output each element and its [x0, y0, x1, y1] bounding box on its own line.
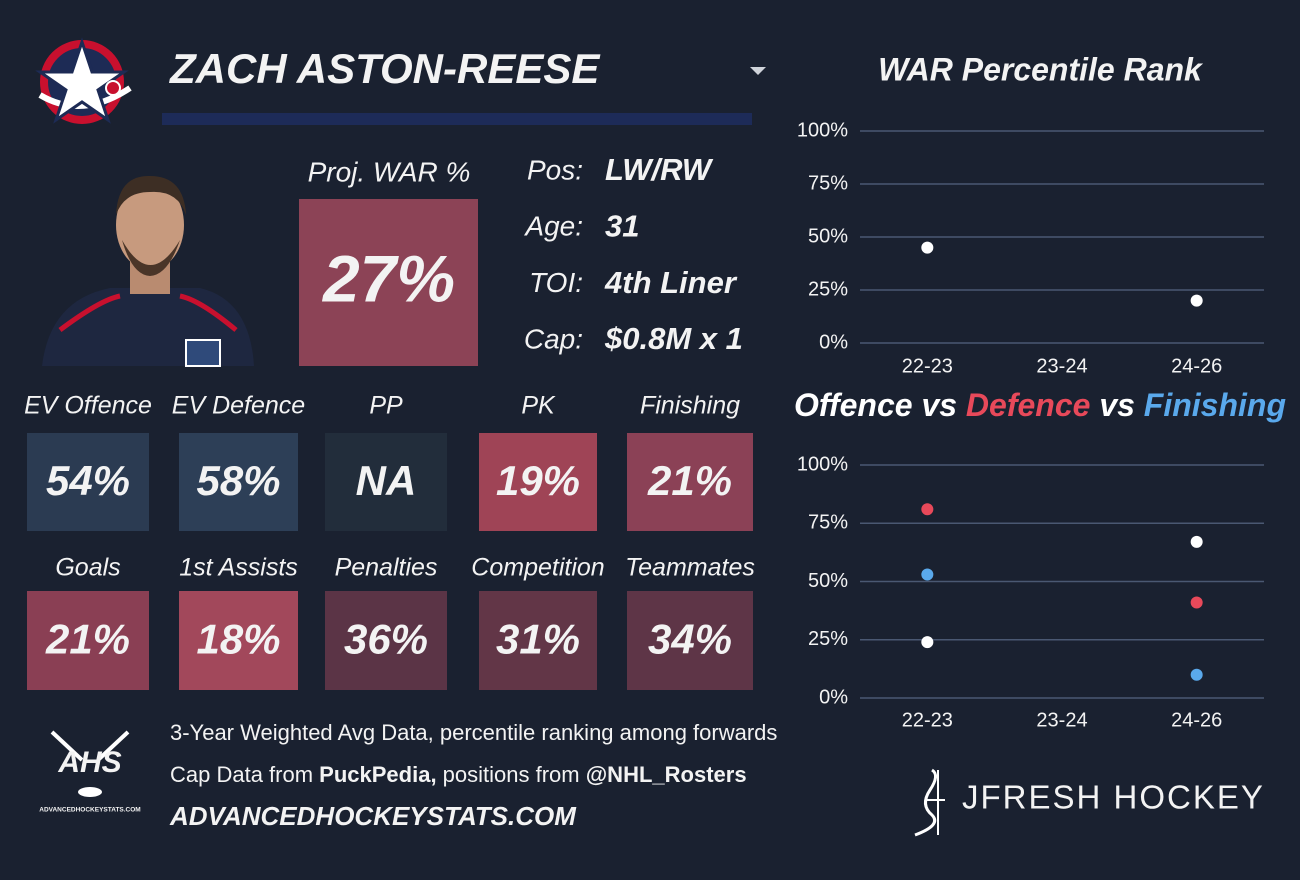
tile-value: 21% [647, 457, 732, 504]
name-underline [162, 113, 752, 125]
tile-box [325, 433, 447, 531]
x-tick-label: 22-23 [902, 709, 953, 731]
tile-box [627, 433, 753, 531]
data-point [1190, 596, 1203, 609]
tile-label: EV Defence [172, 392, 305, 420]
y-tick-label: 25% [808, 278, 848, 300]
title-series: Finishing [1135, 387, 1286, 423]
y-tick-label: 25% [808, 628, 848, 650]
tile-value: 34% [648, 616, 732, 663]
tile-label: Finishing [640, 392, 740, 420]
info-value: 31 [605, 208, 639, 243]
info-label: Pos: [527, 154, 583, 185]
brand-logo [914, 768, 945, 837]
data-point [1190, 668, 1203, 681]
tile-value: 58% [196, 457, 280, 504]
y-tick-label: 0% [819, 331, 848, 353]
title-joiner: vs [921, 387, 957, 423]
x-tick-label: 24-26 [1171, 355, 1222, 377]
chart-title: WAR Percentile Rank [878, 51, 1204, 87]
projection-label: Proj. WAR % [308, 156, 471, 187]
footer-sources: Cap Data from PuckPedia, positions from … [170, 762, 747, 787]
tile-box [27, 433, 149, 531]
y-tick-label: 75% [808, 512, 848, 534]
tile-box [179, 591, 298, 690]
tile-value: 19% [496, 457, 580, 504]
dropdown-arrow[interactable] [750, 67, 766, 75]
tile-value: 54% [46, 457, 130, 504]
title-joiner: vs [1099, 387, 1135, 423]
ahs-logo-small: ADVANCEDHOCKEYSTATS.COM [39, 807, 140, 814]
stat-tiles: EV Offence 54% EV Defence 58% PP NA PK 19% Finis… [24, 392, 755, 690]
tile-label: 1st Assists [179, 554, 298, 582]
tile-label: Competition [471, 554, 604, 582]
info-label: Cap: [524, 323, 583, 354]
tile-value: 36% [344, 616, 428, 663]
info-label: TOI: [529, 267, 583, 298]
y-tick-label: 50% [808, 570, 848, 592]
tile-label: PK [521, 392, 556, 420]
tile-label: PP [369, 392, 403, 420]
info-value: LW/RW [605, 152, 714, 187]
data-point [921, 636, 934, 649]
tile-box [479, 433, 597, 531]
footer-site[interactable]: ADVANCEDHOCKEYSTATS.COM [169, 801, 577, 831]
tile-box [325, 591, 447, 690]
footer-note: 3-Year Weighted Avg Data, percentile ran… [170, 720, 777, 745]
projection-box [299, 199, 478, 366]
tile-value: 31% [496, 616, 580, 663]
title-series: Defence [957, 387, 1099, 423]
tile-box [479, 591, 597, 690]
brand-name: JFRESH HOCKEY [962, 779, 1265, 816]
data-point [921, 568, 934, 581]
cap-source: PuckPedia, [319, 762, 436, 787]
info-value: 4th Liner [604, 265, 738, 300]
x-tick-label: 22-23 [902, 355, 953, 377]
data-point [1190, 535, 1203, 548]
tile-label: Penalties [335, 554, 438, 582]
ahs-logo: AHS ADVANCEDHOCKEYSTATS.COM [39, 730, 141, 814]
pos-source: @NHL_Rosters [586, 762, 747, 787]
title-series: Offence [794, 387, 921, 423]
tile-label: EV Offence [24, 392, 152, 420]
tile-value: 21% [45, 616, 130, 663]
player-name: ZACH ASTON-REESE [169, 45, 601, 92]
chart-title: Offence vs Defence vs Finishing [794, 387, 1286, 423]
tile-box [27, 591, 149, 690]
tile-value: 18% [196, 616, 280, 663]
y-tick-label: 100% [797, 119, 848, 141]
y-tick-label: 75% [808, 172, 848, 194]
cap-prefix: Cap Data from [170, 762, 319, 787]
tile-label: Teammates [625, 554, 755, 582]
projection-value: 27% [321, 241, 455, 315]
tile-box [627, 591, 753, 690]
data-point [921, 241, 934, 254]
y-tick-label: 100% [797, 453, 848, 475]
data-point [921, 503, 934, 516]
ahs-logo-text: AHS [57, 746, 121, 779]
data-point [1190, 294, 1203, 307]
tile-label: Goals [55, 554, 120, 582]
pos-prefix: positions from [437, 762, 586, 787]
x-tick-label: 24-26 [1171, 709, 1222, 731]
x-tick-label: 23-24 [1036, 355, 1087, 377]
info-list: Pos: LW/RW Age: 31 TOI: 4th Liner Cap: $0.8M x … [523, 152, 742, 356]
x-tick-label: 23-24 [1036, 709, 1087, 731]
info-label: Age: [523, 211, 583, 242]
y-tick-label: 50% [808, 225, 848, 247]
tile-box [179, 433, 298, 531]
tile-value: NA [356, 457, 417, 504]
player-photo [42, 175, 254, 367]
team-logo [35, 37, 132, 124]
info-value: $0.8M x 1 [604, 321, 743, 356]
y-tick-label: 0% [819, 686, 848, 708]
